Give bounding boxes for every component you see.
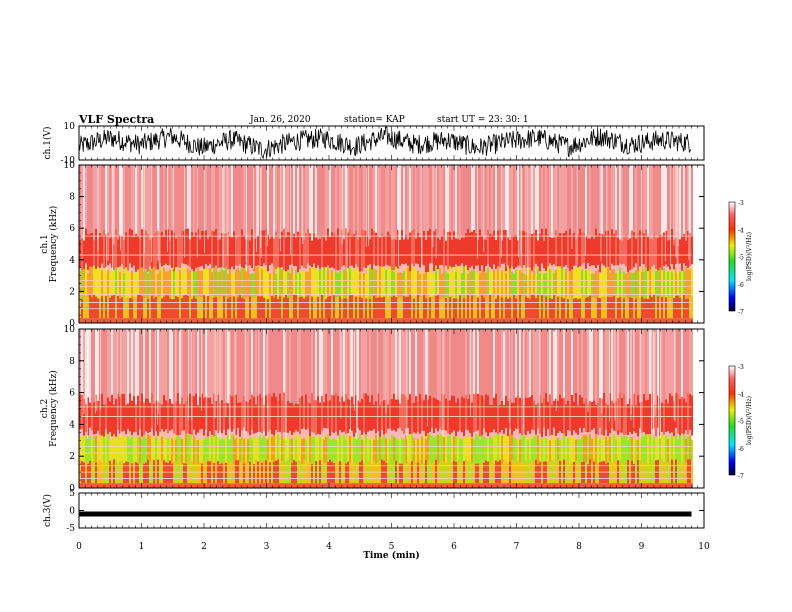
x-tick-label: 8 (576, 542, 582, 552)
y-tick-label: 2 (69, 452, 75, 462)
y-axis-label: ch.3(V) (42, 494, 53, 527)
ch1-waveform-line (78, 126, 692, 160)
x-tick-label: 0 (76, 542, 82, 552)
station-label: station= KAP (344, 115, 405, 125)
x-tick-label: 7 (514, 542, 520, 552)
colorbar-tick-label: -3 (738, 364, 744, 371)
colorbar-tick-label: -5 (738, 419, 744, 426)
colorbar-tick-label: -6 (738, 446, 744, 453)
y-axis-label: Frequency (kHz) (48, 370, 59, 447)
y-tick-label: 0 (69, 507, 75, 517)
y-tick-label: 0 (69, 484, 75, 494)
y-tick-label: 8 (69, 357, 75, 367)
colorbar-tick-label: -7 (738, 473, 744, 480)
y-tick-label: 10 (64, 122, 76, 132)
y-tick-label: 10 (64, 325, 76, 335)
colorbar-tick-label: -5 (738, 255, 744, 262)
x-tick-label: 5 (389, 542, 395, 552)
y-tick-label: 6 (69, 224, 75, 234)
y-tick-label: 6 (69, 389, 75, 399)
x-tick-label: 3 (264, 542, 270, 552)
ch1-spectrogram (78, 164, 705, 324)
colorbar (728, 365, 736, 476)
x-axis-label: Time (min) (363, 550, 420, 561)
x-tick-label: 10 (698, 542, 710, 552)
date-label: Jan. 26, 2020 (250, 115, 311, 125)
colorbar-label: log(PSD)(V²/Hz) (746, 232, 753, 281)
colorbar-tick-label: -7 (738, 309, 744, 316)
colorbar-label: log(PSD)(V²/Hz) (746, 396, 753, 445)
colorbar-tick-label: -4 (738, 227, 744, 234)
y-axis-label: ch.2 (40, 399, 50, 418)
figure-title: VLF Spectra (79, 113, 155, 126)
colorbar-tick-label: -4 (738, 391, 744, 398)
x-tick-label: 6 (451, 542, 457, 552)
y-tick-label: 4 (69, 256, 75, 266)
y-axis-label: ch.1(V) (42, 127, 53, 160)
y-tick-label: -10 (61, 156, 76, 166)
y-tick-label: 4 (69, 420, 75, 430)
ch3-waveform-frame (78, 492, 705, 529)
y-tick-label: 5 (69, 489, 75, 499)
ch3-waveform-band (79, 511, 692, 517)
ch2-spectrogram (78, 328, 705, 489)
y-tick-label: 8 (69, 193, 75, 203)
y-tick-label: 2 (69, 287, 75, 297)
x-tick-label: 4 (326, 542, 332, 552)
x-tick-label: 1 (139, 542, 145, 552)
y-tick-label: 10 (64, 161, 76, 171)
x-tick-label: 2 (201, 542, 207, 552)
start-ut-label: start UT = 23: 30: 1 (437, 115, 529, 125)
y-axis-label: ch.1 (40, 234, 50, 253)
y-tick-label: -5 (66, 524, 75, 534)
colorbar-tick-label: -3 (738, 200, 744, 207)
colorbar (728, 201, 736, 312)
y-axis-label: Frequency (kHz) (48, 206, 59, 283)
y-tick-label: 0 (69, 319, 75, 329)
x-tick-label: 9 (639, 542, 645, 552)
colorbar-tick-label: -6 (738, 282, 744, 289)
